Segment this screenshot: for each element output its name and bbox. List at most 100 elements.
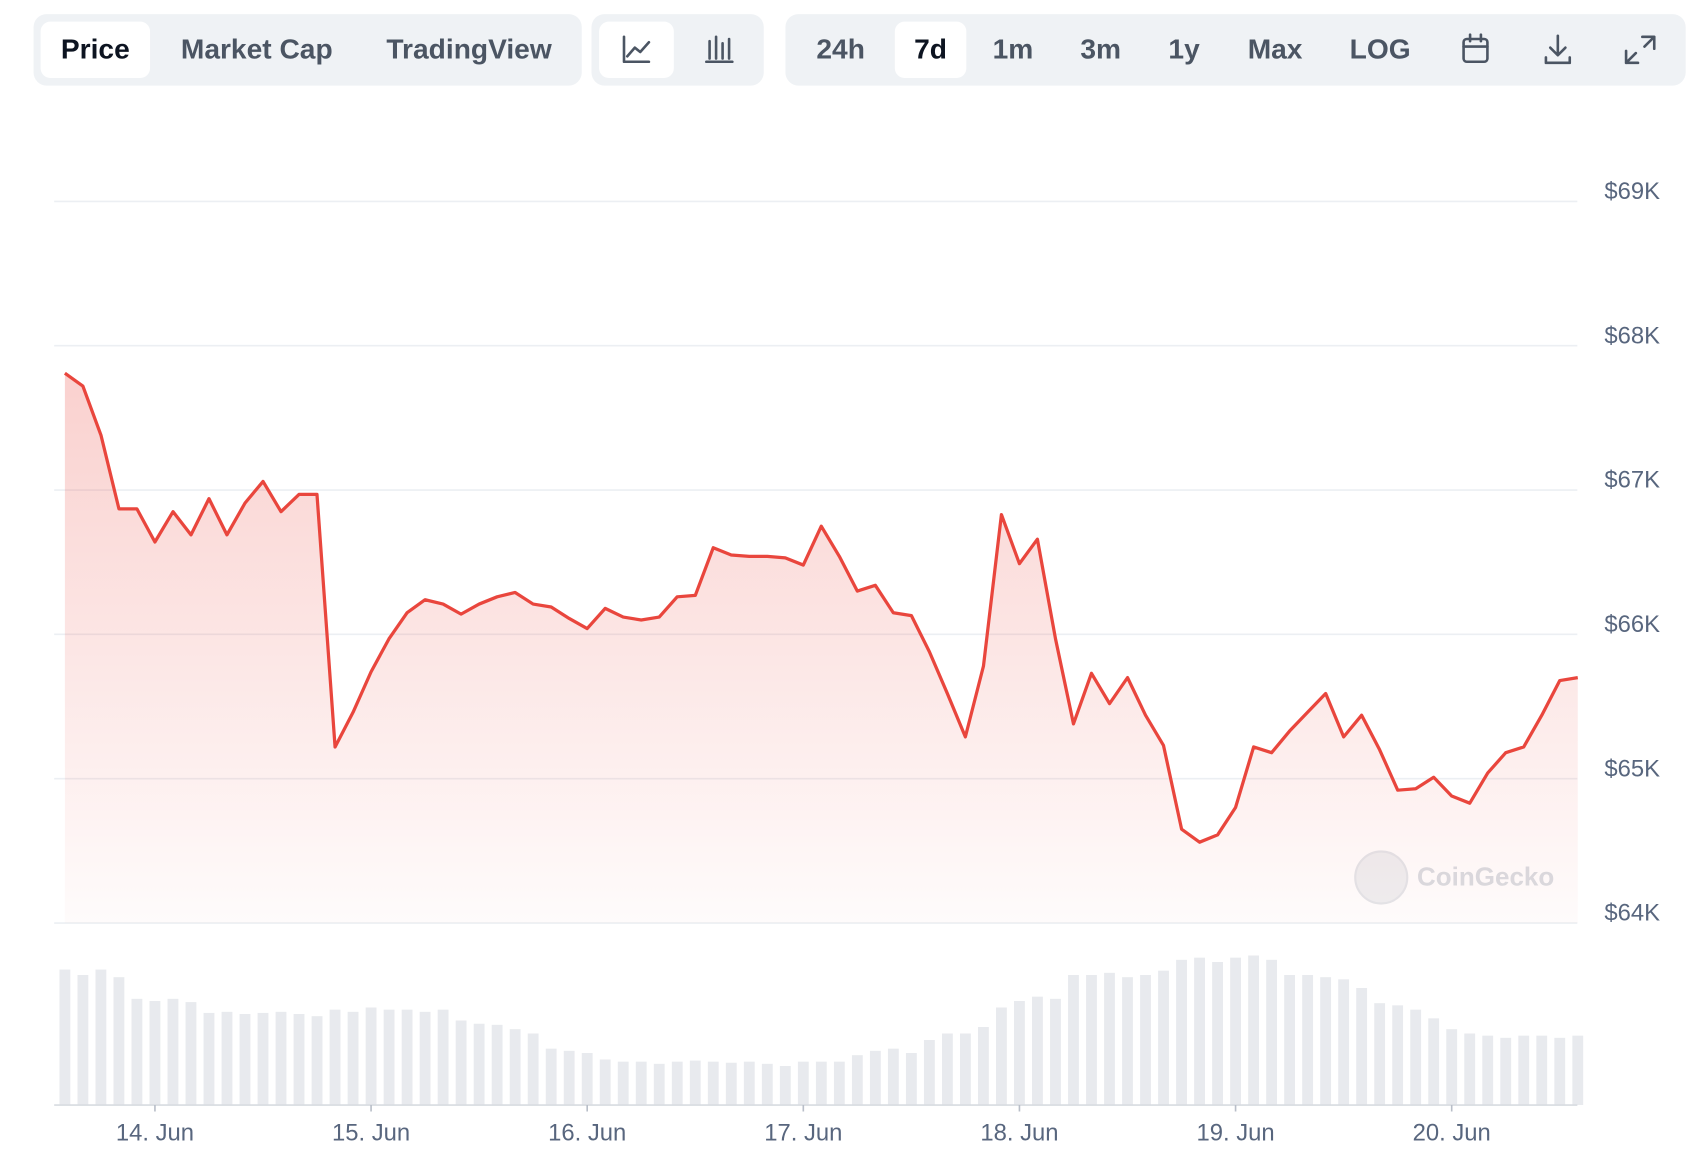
volume-bar bbox=[1230, 957, 1241, 1105]
volume-bar bbox=[509, 1029, 521, 1105]
y-tick-label: $66K bbox=[1604, 611, 1660, 638]
volume-bar bbox=[1572, 1035, 1584, 1105]
volume-bar bbox=[1554, 1037, 1566, 1105]
volume-bar bbox=[239, 1014, 251, 1105]
volume-bar bbox=[851, 1055, 863, 1105]
volume-bar bbox=[869, 1050, 881, 1105]
y-tick-label: $69K bbox=[1604, 178, 1660, 205]
y-tick-label: $68K bbox=[1604, 322, 1660, 349]
range-button[interactable]: 1y bbox=[1168, 33, 1200, 64]
volume-bar bbox=[185, 1002, 197, 1105]
x-tick-label: 18. Jun bbox=[980, 1120, 1058, 1147]
volume-bar bbox=[1248, 955, 1259, 1105]
active-tab-bg bbox=[40, 21, 151, 79]
volume-bar bbox=[293, 1014, 305, 1105]
volume-bar bbox=[761, 1063, 773, 1105]
volume-bar bbox=[833, 1061, 845, 1105]
volume-bar bbox=[1464, 1033, 1476, 1105]
volume-bar bbox=[941, 1033, 953, 1105]
volume-bar bbox=[689, 1060, 701, 1105]
view-tab[interactable]: TradingView bbox=[386, 33, 551, 64]
volume-bar bbox=[1176, 959, 1187, 1105]
volume-bar bbox=[1104, 972, 1115, 1105]
volume-bar bbox=[275, 1011, 287, 1105]
volume-bar bbox=[581, 1053, 593, 1105]
volume-bar bbox=[203, 1012, 215, 1105]
volume-bar bbox=[725, 1062, 737, 1105]
x-tick-label: 16. Jun bbox=[548, 1120, 626, 1147]
x-tick-label: 19. Jun bbox=[1196, 1120, 1274, 1147]
volume-bar bbox=[113, 977, 125, 1105]
volume-bar bbox=[815, 1061, 827, 1105]
volume-bar bbox=[797, 1061, 809, 1105]
volume-bar bbox=[1122, 977, 1133, 1105]
range-button[interactable]: 7d bbox=[914, 33, 947, 64]
volume-bar bbox=[131, 998, 143, 1105]
volume-bar bbox=[671, 1061, 683, 1105]
fullscreen-icon[interactable] bbox=[1624, 35, 1656, 65]
calendar-icon[interactable] bbox=[1462, 33, 1489, 64]
volume-bar bbox=[419, 1011, 431, 1105]
volume-bar bbox=[149, 1001, 161, 1105]
range-button[interactable]: LOG bbox=[1350, 33, 1411, 64]
volume-bar bbox=[167, 998, 179, 1105]
x-tick-label: 20. Jun bbox=[1413, 1120, 1491, 1147]
volume-bar bbox=[1068, 975, 1079, 1105]
volume-bar bbox=[779, 1066, 791, 1105]
volume-bar bbox=[1194, 957, 1205, 1105]
price-line bbox=[63, 371, 1579, 844]
volume-bar bbox=[1446, 1029, 1458, 1105]
x-tick-label: 17. Jun bbox=[764, 1120, 842, 1147]
range-button[interactable]: Max bbox=[1248, 33, 1303, 64]
volume-bar bbox=[1320, 977, 1332, 1105]
volume-bar bbox=[1140, 975, 1151, 1105]
candle-chart-icon[interactable] bbox=[705, 35, 734, 64]
volume-bar bbox=[887, 1048, 899, 1105]
volume-bar bbox=[1302, 975, 1314, 1105]
volume-bar bbox=[257, 1012, 269, 1105]
volume-bar bbox=[1032, 996, 1043, 1105]
range-button[interactable]: 3m bbox=[1080, 33, 1121, 64]
view-tab-group bbox=[33, 14, 582, 86]
view-tab[interactable]: Price bbox=[61, 33, 130, 64]
view-tab[interactable]: Market Cap bbox=[181, 33, 333, 64]
volume-bar bbox=[996, 1007, 1007, 1105]
volume-bar bbox=[1338, 979, 1350, 1105]
volume-bar bbox=[365, 1007, 377, 1105]
volume-bar bbox=[905, 1053, 917, 1105]
volume-bar bbox=[221, 1011, 233, 1105]
volume-bar bbox=[59, 969, 71, 1105]
volume-bar bbox=[743, 1061, 755, 1105]
volume-bar bbox=[545, 1048, 557, 1105]
volume-bar bbox=[635, 1061, 647, 1105]
volume-bar bbox=[617, 1061, 629, 1105]
volume-bar bbox=[1374, 1003, 1386, 1105]
volume-bar bbox=[311, 1016, 323, 1105]
x-tick-label: 15. Jun bbox=[332, 1120, 410, 1147]
range-button[interactable]: 1m bbox=[993, 33, 1034, 64]
y-tick-label: $64K bbox=[1604, 900, 1660, 927]
volume-bar bbox=[527, 1033, 539, 1105]
volume-bar bbox=[77, 975, 89, 1105]
volume-bar bbox=[707, 1061, 719, 1105]
volume-bar bbox=[455, 1020, 467, 1105]
range-button[interactable]: 24h bbox=[816, 33, 865, 64]
volume-bar bbox=[329, 1009, 341, 1105]
active-range-bg bbox=[894, 21, 967, 79]
volume-bar bbox=[1158, 970, 1169, 1105]
plot-area: $64K $65K $66K $67K $68K $69K 14. Jun 15. Jun 16… bbox=[54, 178, 1660, 1147]
volume-bar bbox=[401, 1009, 413, 1105]
volume-bar bbox=[1086, 975, 1097, 1105]
volume-bar bbox=[1410, 1009, 1422, 1105]
volume-bar bbox=[653, 1063, 665, 1105]
volume-bar bbox=[95, 969, 107, 1105]
download-icon[interactable] bbox=[1544, 34, 1572, 65]
volume-bar bbox=[1428, 1018, 1440, 1105]
volume-bar bbox=[347, 1011, 359, 1105]
volume-bar bbox=[959, 1033, 971, 1105]
volume-bar bbox=[1212, 962, 1223, 1105]
volume-bar bbox=[437, 1009, 449, 1105]
volume-bar bbox=[978, 1027, 989, 1105]
volume-bar bbox=[383, 1009, 395, 1105]
